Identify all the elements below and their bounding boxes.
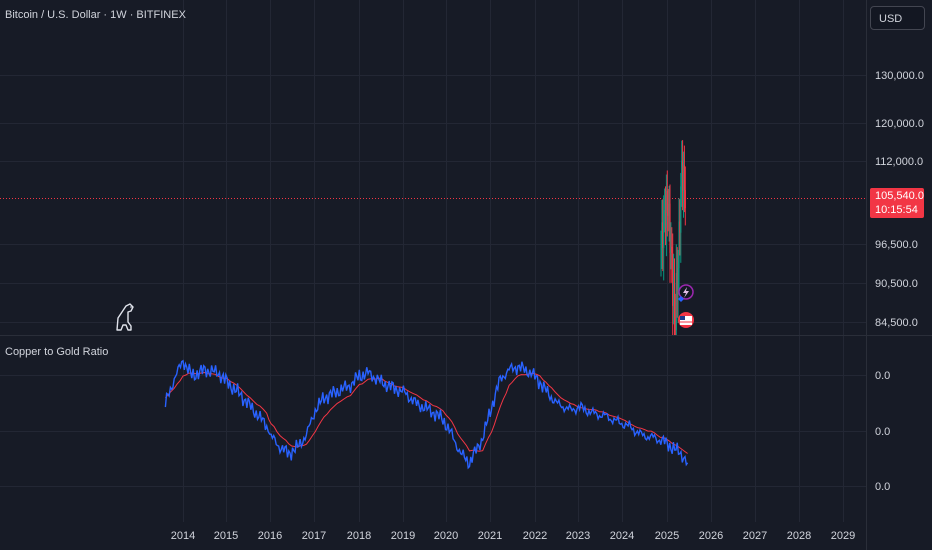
time-tick-label: 2024 <box>610 530 634 542</box>
candle-body <box>664 209 666 211</box>
candle-body <box>662 222 664 249</box>
us-flag-event-icon[interactable] <box>678 312 694 328</box>
indicator-pane-grid <box>0 336 866 522</box>
time-tick-label: 2020 <box>434 530 458 542</box>
currency-button[interactable]: USD <box>870 6 925 30</box>
candle-body <box>674 313 676 331</box>
dinosaur-logo-icon <box>116 303 134 331</box>
time-axis[interactable]: 2014 2015 2016 2017 2018 2019 2020 2021 2022 2023… <box>171 530 855 542</box>
candle-body <box>682 160 684 192</box>
price-axis[interactable]: 130,000.0 120,000.0 112,000.0 96,500.0 90,50… <box>875 70 924 329</box>
time-tick-label: 2027 <box>743 530 767 542</box>
candle-body <box>683 165 685 191</box>
candle-body <box>669 203 671 254</box>
price-tick-label: 96,500.0 <box>875 239 918 251</box>
last-price-value: 105,540.0 <box>875 190 924 202</box>
indicator-tick-label: 0.0 <box>875 481 890 493</box>
candle-body <box>670 246 672 254</box>
btc-candles[interactable] <box>660 140 686 335</box>
bar-countdown: 10:15:54 <box>875 204 918 216</box>
candle-body <box>680 186 682 233</box>
diamond-marker-icon[interactable] <box>678 296 684 302</box>
time-tick-label: 2016 <box>258 530 282 542</box>
candle-body <box>673 283 675 306</box>
candle-body <box>682 165 685 192</box>
copper-gold-ratio-line[interactable] <box>164 359 689 470</box>
main-pane-grid <box>0 0 866 335</box>
candle-body <box>660 244 662 245</box>
copper-gold-ma-line[interactable] <box>165 371 688 454</box>
candle-body <box>676 273 678 291</box>
candle-body <box>671 246 673 253</box>
candle-body <box>667 212 669 216</box>
indicator-title[interactable]: Copper to Gold Ratio <box>5 346 109 358</box>
time-tick-label: 2014 <box>171 530 195 542</box>
time-tick-label: 2017 <box>302 530 326 542</box>
last-price-tag: 105,540.0 10:15:54 <box>870 188 924 218</box>
price-tick-label: 84,500.0 <box>875 317 918 329</box>
time-tick-label: 2029 <box>831 530 855 542</box>
candle-body <box>663 210 665 249</box>
candle-body <box>661 222 663 244</box>
candle-body <box>668 203 670 216</box>
candle-body <box>672 252 674 306</box>
indicator-tick-label: 0.0 <box>875 426 890 438</box>
time-tick-label: 2018 <box>347 530 371 542</box>
candle-body <box>679 221 681 233</box>
time-tick-label: 2023 <box>566 530 590 542</box>
candle-body <box>681 160 683 187</box>
candle-body <box>677 268 679 291</box>
time-tick-label: 2025 <box>655 530 679 542</box>
indicator-axis: 0.0 0.0 0.0 <box>875 370 890 493</box>
symbol-title[interactable]: Bitcoin / U.S. Dollar · 1W · BITFINEX <box>5 9 186 21</box>
price-tick-label: 112,000.0 <box>875 156 923 168</box>
candle-body <box>678 221 680 269</box>
candle-body <box>664 209 667 228</box>
time-tick-label: 2028 <box>787 530 811 542</box>
price-tick-label: 130,000.0 <box>875 70 924 82</box>
flash-icon[interactable] <box>678 284 694 300</box>
indicator-tick-label: 0.0 <box>875 370 890 382</box>
time-tick-label: 2021 <box>478 530 502 542</box>
time-tick-label: 2026 <box>699 530 723 542</box>
time-tick-label: 2022 <box>523 530 547 542</box>
price-tick-label: 90,500.0 <box>875 278 918 290</box>
candle-body <box>675 273 677 331</box>
price-tick-label: 120,000.0 <box>875 118 924 130</box>
time-tick-label: 2019 <box>391 530 415 542</box>
time-tick-label: 2015 <box>214 530 238 542</box>
candle-body <box>673 283 676 314</box>
candle-body <box>665 190 667 228</box>
candle-body <box>666 190 668 213</box>
candle-body <box>684 190 686 209</box>
